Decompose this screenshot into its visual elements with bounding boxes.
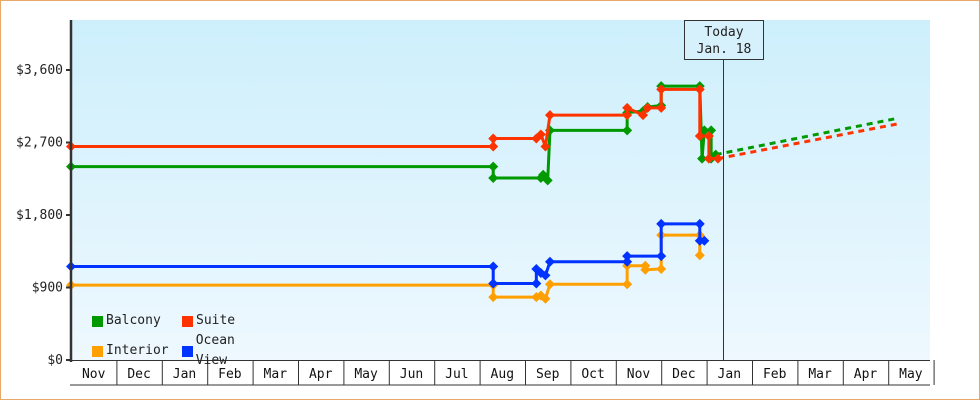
data-point-marker — [638, 110, 649, 121]
x-month-label: Dec — [672, 367, 695, 382]
data-point-marker — [656, 263, 667, 274]
data-point-marker — [694, 250, 705, 261]
data-point-marker — [697, 153, 708, 164]
y-tick-label: $3,600 — [16, 63, 63, 78]
x-month-label: May — [899, 367, 923, 382]
data-point-marker — [488, 161, 499, 172]
legend-item-balcony: Balcony — [92, 311, 182, 331]
data-point-marker — [694, 84, 705, 95]
x-month-label: Dec — [127, 367, 150, 382]
data-point-marker — [622, 125, 633, 136]
legend-item-interior: Interior — [92, 331, 182, 371]
data-point-marker — [640, 264, 651, 275]
data-point-marker — [699, 125, 710, 136]
x-month-label: Aug — [491, 367, 514, 382]
data-point-marker — [540, 270, 551, 281]
interior-swatch-icon — [92, 345, 103, 357]
series-ocean-view — [66, 218, 710, 289]
data-point-marker — [703, 153, 714, 164]
x-month-label: Oct — [581, 367, 604, 382]
x-month-label: Feb — [218, 367, 242, 382]
data-point-marker — [656, 218, 667, 229]
x-month-label: Jan — [173, 367, 196, 382]
today-date: Jan. 18 — [696, 42, 752, 57]
x-month-label: Mar — [808, 367, 832, 382]
legend-label: Interior — [106, 343, 169, 358]
legend: Balcony Suite Interior Ocean View — [92, 311, 272, 371]
series-suite — [66, 84, 898, 164]
x-month-label: Jul — [445, 367, 468, 382]
data-point-marker — [712, 153, 723, 164]
y-tick-label: $0 — [47, 353, 63, 368]
data-point-marker — [540, 293, 551, 304]
data-point-marker — [622, 279, 633, 290]
series-layer — [66, 81, 898, 304]
today-label: Today — [704, 25, 744, 40]
data-point-marker — [488, 261, 499, 272]
suite-swatch-icon — [182, 315, 193, 327]
y-tick-label: $2,700 — [16, 136, 63, 151]
data-point-marker — [488, 292, 499, 303]
x-month-label: Mar — [264, 367, 288, 382]
x-month-label: Apr — [854, 367, 878, 382]
y-axis-ticks: $0 $900 $1,800 $2,700 $3,600 — [16, 63, 71, 368]
x-month-label: Jun — [400, 367, 423, 382]
y-tick-label: $1,800 — [16, 208, 63, 223]
legend-label: Suite — [196, 313, 236, 328]
data-point-marker — [488, 172, 499, 183]
data-point-marker — [622, 110, 633, 121]
today-annotation: Today Jan. 18 — [684, 20, 764, 60]
ocean-view-swatch-icon — [182, 345, 193, 357]
x-month-label: Nov — [627, 367, 651, 382]
data-point-marker — [544, 256, 555, 267]
data-point-marker — [694, 131, 705, 142]
data-point-marker — [488, 133, 499, 144]
data-point-marker — [622, 256, 633, 267]
data-point-marker — [488, 278, 499, 289]
data-point-marker — [622, 102, 633, 113]
x-month-label: Jan — [718, 367, 741, 382]
data-point-marker — [656, 251, 667, 262]
data-point-marker — [699, 235, 710, 246]
data-point-marker — [656, 84, 667, 95]
x-month-label: Apr — [309, 367, 333, 382]
data-point-marker — [642, 102, 653, 113]
data-point-marker — [542, 175, 553, 186]
x-axis-months: Nov Dec Jan Feb Mar Apr May Jun Jul Aug Sep Oct Nov D… — [70, 360, 935, 386]
data-point-marker — [488, 141, 499, 152]
data-point-marker — [538, 169, 549, 180]
data-point-marker — [535, 129, 546, 140]
data-point-marker — [694, 218, 705, 229]
x-month-label: May — [354, 367, 378, 382]
x-month-label: Feb — [763, 367, 787, 382]
legend-item-ocean-view: Ocean View — [182, 331, 272, 371]
balcony-swatch-icon — [92, 315, 103, 327]
x-month-label: Sep — [536, 367, 560, 382]
x-month-label: Nov — [82, 367, 106, 382]
y-tick-label: $900 — [32, 281, 63, 296]
data-point-marker — [703, 131, 714, 142]
plot-area — [71, 20, 930, 360]
data-point-marker — [622, 251, 633, 262]
data-point-marker — [540, 141, 551, 152]
data-point-marker — [544, 279, 555, 290]
data-point-marker — [544, 110, 555, 121]
legend-item-suite: Suite — [182, 311, 272, 331]
legend-label: Balcony — [106, 313, 161, 328]
data-point-marker — [656, 102, 667, 113]
data-point-marker — [531, 278, 542, 289]
legend-label: Ocean View — [195, 333, 235, 368]
